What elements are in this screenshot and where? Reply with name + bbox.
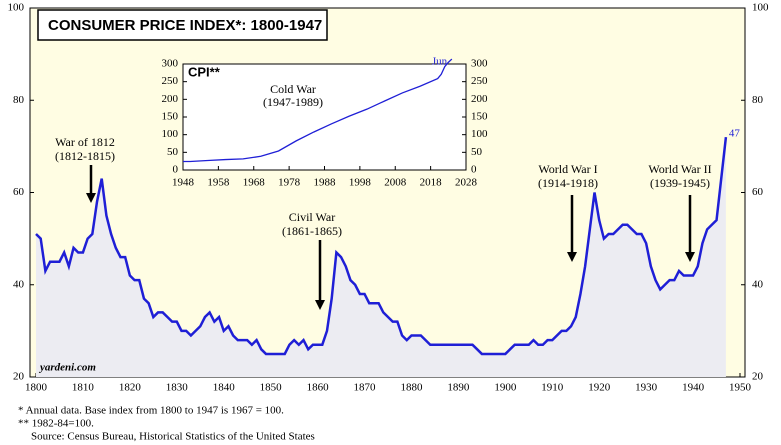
y2-tick-label: 60	[752, 186, 764, 198]
y2-tick-label: 50	[471, 146, 483, 158]
x-tick-label: 2008	[384, 177, 407, 189]
area-fill	[36, 137, 726, 377]
series-line	[183, 58, 453, 163]
x-tick-label: 1900	[494, 382, 517, 394]
x-tick-label: 1950	[729, 382, 752, 394]
x-tick-label: 1810	[72, 382, 95, 394]
annotation: (1861-1865)	[282, 224, 342, 238]
annotation: World War I	[538, 162, 597, 176]
x-tick-label: 1998	[349, 177, 372, 189]
x-tick-label: 1958	[207, 177, 230, 189]
annotation: World War II	[648, 162, 711, 176]
y-tick-label: 50	[167, 146, 179, 158]
x-tick-label: 1940	[682, 382, 705, 394]
y-tick-label: 250	[162, 75, 179, 87]
x-tick-label: 1930	[635, 382, 658, 394]
y-tick-label: 300	[162, 58, 179, 70]
y2-tick-label: 100	[471, 128, 488, 140]
x-tick-label: 1948	[172, 177, 195, 189]
y2-tick-label: 300	[471, 58, 488, 70]
y-tick-label: 100	[162, 128, 179, 140]
footnote: Source: Census Bureau, Historical Statis…	[31, 431, 315, 443]
annotation: War of 1812	[55, 135, 115, 149]
inset-title: CPI**	[188, 64, 221, 79]
x-tick-label: 1820	[119, 382, 142, 394]
inset-plot-area	[182, 63, 467, 171]
y2-tick-label: 0	[471, 164, 477, 176]
annotation: (1812-1815)	[55, 149, 115, 163]
x-tick-label: 1840	[213, 382, 236, 394]
y-tick-label: 0	[173, 164, 179, 176]
annotation: (1939-1945)	[650, 176, 710, 190]
end-label: Jun	[432, 56, 448, 68]
annotation: Civil War	[289, 210, 335, 224]
y2-tick-label: 80	[752, 94, 764, 106]
x-tick-label: 1800	[25, 382, 48, 394]
arrow-head	[567, 252, 577, 262]
x-tick-label: 2018	[420, 177, 443, 189]
x-tick-label: 1860	[307, 382, 330, 394]
series-line	[35, 137, 728, 356]
x-tick-label: 1920	[588, 382, 611, 394]
arrow-head	[86, 193, 96, 203]
y2-tick-label: 20	[752, 371, 764, 383]
chart-title: CONSUMER PRICE INDEX*: 1800-1947	[48, 17, 322, 34]
x-tick-label: 1910	[541, 382, 564, 394]
x-tick-label: 1968	[243, 177, 266, 189]
x-tick-label: 1988	[314, 177, 337, 189]
watermark: yardeni.com	[38, 362, 96, 374]
y2-tick-label: 250	[471, 75, 488, 87]
end-label: 47	[729, 128, 741, 140]
arrow-head	[685, 252, 695, 262]
x-tick-label: 1880	[400, 382, 423, 394]
x-tick-label: 2028	[455, 177, 478, 189]
y2-tick-label: 100	[752, 2, 769, 14]
y-tick-label: 200	[162, 93, 179, 105]
x-tick-label: 1978	[278, 177, 301, 189]
y-tick-label: 80	[13, 94, 25, 106]
annotation: (1947-1989)	[263, 95, 323, 109]
x-tick-label: 1830	[166, 382, 189, 394]
y-tick-label: 100	[8, 2, 25, 14]
annotation: Cold War	[270, 82, 316, 96]
arrow-head	[315, 300, 325, 310]
x-tick-label: 1850	[260, 382, 283, 394]
annotation: (1914-1918)	[538, 176, 598, 190]
x-tick-label: 1870	[354, 382, 377, 394]
y-tick-label: 60	[13, 186, 25, 198]
y2-tick-label: 150	[471, 111, 488, 123]
footnote: * Annual data. Base index from 1800 to 1…	[18, 405, 284, 417]
y2-tick-label: 40	[752, 278, 764, 290]
y-tick-label: 20	[13, 371, 25, 383]
title-box	[37, 9, 328, 41]
y-tick-label: 150	[162, 111, 179, 123]
y-tick-label: 40	[13, 278, 25, 290]
y2-tick-label: 200	[471, 93, 488, 105]
footnote: ** 1982-84=100.	[18, 418, 94, 430]
x-tick-label: 1890	[447, 382, 470, 394]
